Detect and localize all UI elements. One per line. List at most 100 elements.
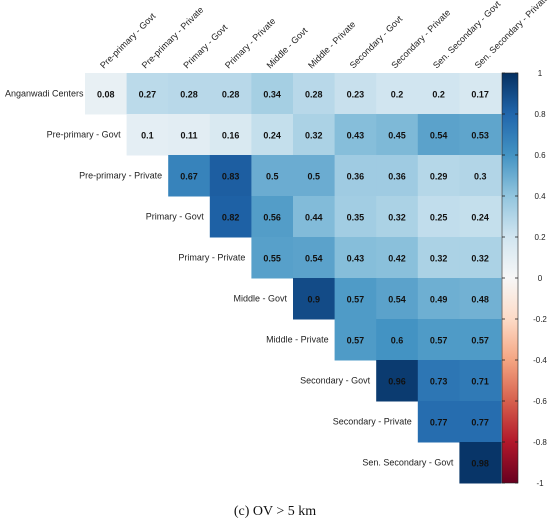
cell-value-label: 0.24 [471,213,489,223]
colorbar-tick-label: -0.2 [533,315,547,324]
heatmap-cell [417,155,460,197]
heatmap-cell [417,360,460,402]
colorbar-tick-label: 0.8 [534,110,546,119]
cell-value-label: 0.3 [474,172,487,182]
column-label: Middle - Govt [265,25,310,70]
heatmap-cell [334,73,377,115]
cell-value-label: 0.77 [471,418,489,428]
heatmap-cell [251,73,294,115]
cell-value-label: 0.83 [222,172,240,182]
cell-value-label: 0.5 [308,172,321,182]
heatmap-cell [417,401,460,443]
cell-value-label: 0.45 [388,131,406,141]
cell-value-label: 0.28 [222,90,240,100]
heatmap-cell [334,237,377,279]
cell-value-label: 0.71 [471,377,489,387]
heatmap-cell [459,114,502,156]
heatmap-cell [417,237,460,279]
row-label: Pre-primary - Govt [47,130,122,140]
cell-value-label: 0.27 [139,90,157,100]
heatmap-cell [293,73,336,115]
heatmap-cell [459,442,502,484]
heatmap-cell [459,278,502,320]
heatmap-cell [376,155,419,197]
colorbar-tick-label: 0.6 [534,151,546,160]
row-labels: Anganwadi Centers Pre-primary - Govt Pre-p… [5,89,454,468]
cell-value-label: 0.43 [347,131,365,141]
cell-value-label: 0.53 [471,131,489,141]
heatmap-cell [376,73,419,115]
cell-value-label: 0.6 [391,336,404,346]
cell-value-label: 0.48 [471,295,489,305]
heatmap-cell [459,155,502,197]
cell-value-label: 0.44 [305,213,323,223]
heatmap-cell [417,114,460,156]
cell-value-label: 0.43 [347,254,365,264]
heatmap-cell [209,196,252,238]
heatmap-cell [251,196,294,238]
figure-caption: (c) OV > 5 km [233,504,317,519]
colorbar-tick-label: -0.8 [533,438,547,447]
heatmap-cell [459,237,502,279]
heatmap-cell [376,360,419,402]
heatmap-cell [168,114,211,156]
cell-value-label: 0.96 [388,377,406,387]
cell-value-label: 0.54 [305,254,323,264]
cell-value-label: 0.54 [388,295,406,305]
cell-value-label: 0.08 [97,90,115,100]
heatmap-cell [334,155,377,197]
cell-value-label: 0.24 [263,131,281,141]
heatmap-cell [293,114,336,156]
row-label: Secondary - Govt [300,376,371,386]
heatmap-cell [126,73,169,115]
cell-value-label: 0.57 [430,336,448,346]
heatmap-cell [293,237,336,279]
heatmap-cell [459,196,502,238]
row-label: Primary - Private [178,253,245,263]
heatmap-value-labels: 0.08 0.27 0.28 0.28 0.34 0.28 0.23 0.2 0.2 0.17 0.… [97,90,489,469]
heatmap-cell [293,196,336,238]
cell-value-label: 0.73 [430,377,448,387]
heatmap-cell [376,278,419,320]
row-label: Primary - Govt [146,212,205,222]
cell-value-label: 0.34 [263,90,281,100]
cell-value-label: 0.29 [430,172,448,182]
cell-value-label: 0.49 [430,295,448,305]
cell-value-label: 0.67 [180,172,198,182]
cell-value-label: 0.1 [141,131,154,141]
cell-value-label: 0.36 [388,172,406,182]
cell-value-label: 0.17 [471,90,489,100]
heatmap-cell [417,196,460,238]
colorbar-tick-label: 0.2 [534,233,546,242]
cell-value-label: 0.32 [305,131,323,141]
heatmap-cell [334,114,377,156]
colorbar-border [501,72,519,484]
heatmap-cell [251,114,294,156]
row-label: Middle - Govt [233,294,287,304]
heatmap-cell [334,319,377,361]
heatmap-cell [209,73,252,115]
heatmap-cell [459,319,502,361]
cell-value-label: 0.54 [430,131,448,141]
cell-value-label: 0.35 [347,213,365,223]
colorbar-tick-label: -1 [536,479,544,488]
correlation-heatmap: 0.08 0.27 0.28 0.28 0.34 0.28 0.23 0.2 0.2 0.17 0.… [5,0,550,488]
cell-value-label: 0.23 [347,90,365,100]
cell-value-label: 0.55 [263,254,281,264]
heatmap-cell [459,73,502,115]
cell-value-label: 0.56 [263,213,281,223]
cell-value-label: 0.32 [388,213,406,223]
colorbar-tick-label: -0.6 [533,397,547,406]
cell-value-label: 0.98 [471,459,489,469]
cell-value-label: 0.57 [347,336,365,346]
cell-value-label: 0.2 [391,90,404,100]
row-label: Pre-primary - Private [79,171,162,181]
colorbar-gradient [502,73,518,483]
cell-value-label: 0.32 [471,254,489,264]
heatmap-cell [417,73,460,115]
heatmap-cell [376,319,419,361]
color-legend: 1 0.8 0.6 0.4 0.2 0 -0.2 -0.4 -0.6 -0.8 -1 [501,69,547,488]
cell-value-label: 0.32 [430,254,448,264]
cell-value-label: 0.36 [347,172,365,182]
